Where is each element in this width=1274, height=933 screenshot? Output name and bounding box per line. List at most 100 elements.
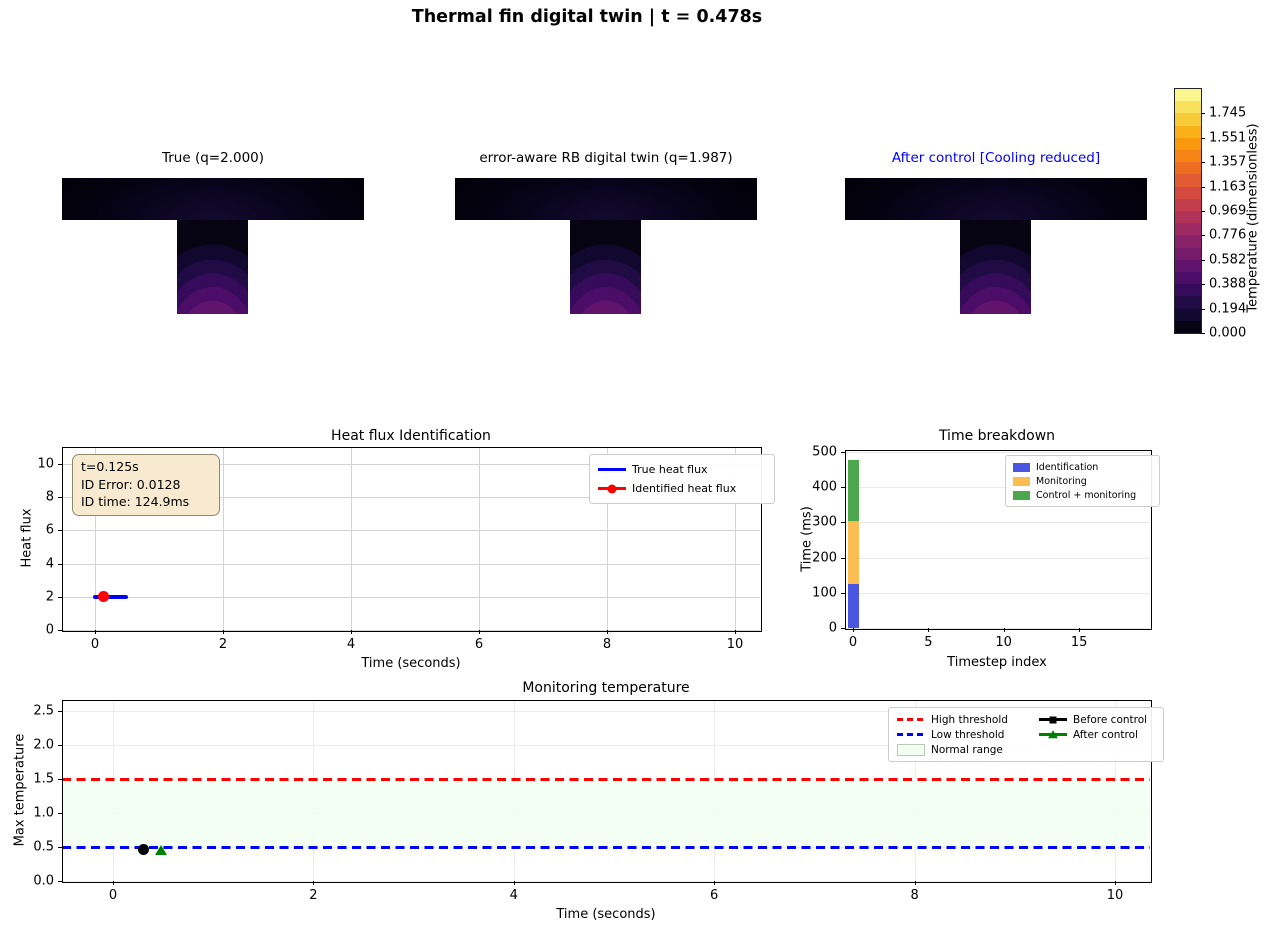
legend-label: Low threshold	[931, 728, 1005, 741]
tick-label: 15	[1070, 635, 1088, 650]
orange-swatch-icon	[1013, 476, 1030, 486]
tick-mark	[58, 497, 62, 499]
tick-label: 8	[45, 489, 54, 505]
legend-item-control-monitoring: Control + monitoring	[1013, 488, 1152, 502]
gridline-x	[479, 447, 480, 630]
bar-segment-monitoring	[847, 521, 859, 584]
tick-mark	[714, 881, 716, 885]
gridline-x	[735, 447, 736, 630]
tick-mark	[735, 630, 736, 634]
annotation-line-2: ID Error: 0.0128	[81, 476, 181, 492]
heat-flux-legend: True heat flux Identified heat flux	[589, 454, 775, 504]
legend-label: After control	[1073, 728, 1138, 741]
tick-label: 0	[108, 888, 118, 903]
line-true-heat-flux	[93, 594, 128, 599]
tick-mark	[479, 630, 480, 634]
tick-mark	[1201, 308, 1205, 310]
black-square-icon	[1049, 716, 1057, 723]
tick-label: 0.000	[1209, 325, 1247, 341]
monitoring-xlabel: Time (seconds)	[556, 907, 656, 922]
gridline-y	[62, 630, 760, 631]
tick-label: 10	[995, 635, 1012, 650]
red-dashed-line-icon	[897, 718, 925, 721]
gridline-y	[62, 745, 1150, 746]
tick-label: 0	[90, 637, 100, 652]
colorbar-band	[1175, 247, 1201, 261]
tick-mark	[1079, 628, 1081, 632]
monitoring-ylabel: Max temperature	[12, 733, 28, 847]
tick-label: 10	[37, 456, 54, 472]
legend-item-high-threshold: High threshold	[897, 714, 1039, 726]
tick-mark	[313, 881, 315, 885]
tick-mark	[1201, 186, 1205, 188]
time-breakdown-xlabel: Timestep index	[947, 655, 1047, 670]
colorbar-band	[1175, 125, 1201, 139]
legend-item-monitoring: Monitoring	[1013, 474, 1152, 488]
tick-mark	[58, 630, 62, 631]
fin-stem-heatmap-true	[177, 220, 248, 314]
legend-label: Before control	[1073, 713, 1148, 726]
green-swatch-icon	[1013, 490, 1030, 500]
fin-base-heatmap-twin	[455, 178, 757, 220]
time-breakdown-legend: Identification Monitoring Control + moni…	[1005, 455, 1160, 507]
colorbar-band	[1175, 150, 1201, 163]
gridline-y	[845, 487, 1150, 489]
tick-label: 10	[726, 637, 744, 652]
colorbar-band	[1175, 211, 1201, 224]
threshold-line-low	[62, 846, 1150, 849]
tick-label: 0.969	[1209, 203, 1247, 219]
gridline-y	[62, 881, 1150, 882]
colorbar-outline	[1174, 88, 1202, 334]
legend-item-before-control: Before control	[1039, 714, 1155, 726]
legend-item-identification: Identification	[1013, 460, 1152, 474]
gridline-y	[62, 711, 1150, 712]
colorbar-band	[1175, 89, 1201, 102]
marker-after-control	[154, 844, 167, 855]
annotation-line-3: ID time: 124.9ms	[81, 494, 190, 509]
tick-label: 1.0	[33, 805, 54, 821]
monitoring-title: Monitoring temperature	[522, 680, 690, 696]
fin-stem-heatmap-twin	[570, 220, 641, 314]
red-line-dot-icon	[598, 484, 626, 493]
tick-mark	[841, 628, 845, 629]
colorbar-band	[1175, 198, 1201, 212]
marker-before-control	[137, 843, 149, 855]
tick-label: 0.582	[1209, 252, 1247, 268]
legend-label: Monitoring	[1036, 475, 1087, 487]
gridline-y	[845, 452, 1150, 453]
tick-label: 0.5	[33, 839, 54, 855]
tick-label: 1.357	[1209, 154, 1247, 170]
tick-label: 400	[812, 479, 837, 495]
heat-flux-title: Heat flux Identification	[331, 428, 491, 444]
gridline-y	[62, 596, 760, 598]
tick-mark	[1003, 628, 1005, 632]
tick-mark	[853, 628, 854, 632]
gridline-y	[845, 557, 1150, 559]
legend-label: High threshold	[931, 713, 1008, 726]
threshold-line-high	[62, 778, 1150, 781]
gridline-x	[607, 447, 608, 630]
tick-label: 2	[218, 637, 228, 652]
legend-label: Identification	[1036, 461, 1099, 473]
tick-label: 6	[710, 888, 719, 903]
colorbar-band	[1175, 101, 1201, 114]
blue-swatch-icon	[1013, 462, 1030, 472]
tick-label: 2.0	[33, 737, 54, 753]
tick-mark	[841, 592, 845, 594]
gridline-y	[62, 497, 760, 499]
colorbar-band	[1175, 186, 1201, 200]
gridline-y	[62, 530, 760, 532]
blue-line-icon	[598, 468, 626, 471]
time-breakdown-ylabel: Time (ms)	[799, 506, 815, 572]
tick-mark	[914, 881, 916, 885]
tick-mark	[95, 630, 96, 634]
fin-stem-heatmap-after-control	[960, 220, 1031, 314]
gridline-y	[845, 522, 1150, 524]
tick-label: 0.0	[33, 873, 54, 889]
tick-label: 8	[910, 888, 919, 903]
tick-label: 4	[509, 888, 518, 903]
tick-mark	[1201, 137, 1205, 139]
tick-mark	[513, 881, 515, 885]
tick-label: 2	[45, 589, 54, 605]
